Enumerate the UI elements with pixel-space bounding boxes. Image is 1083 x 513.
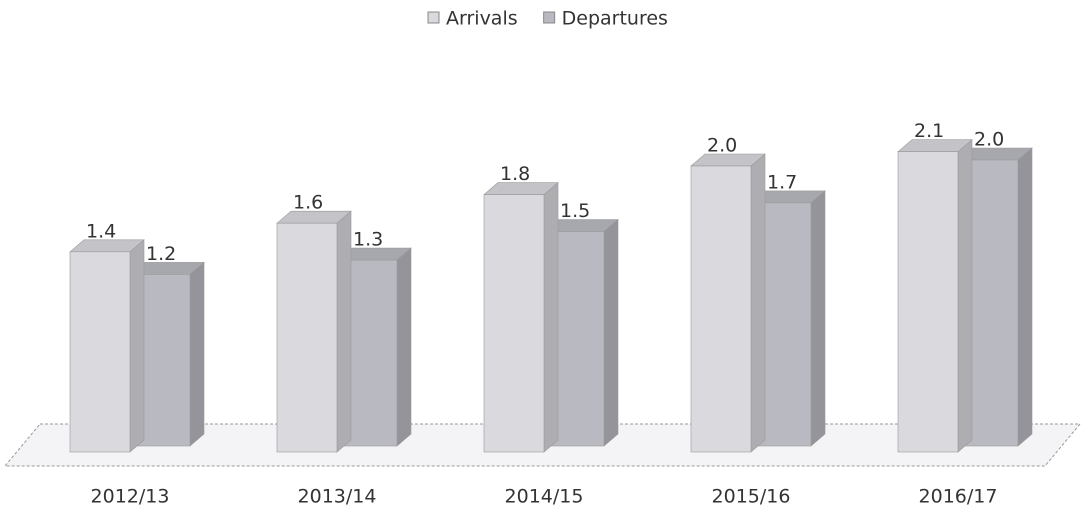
bar <box>276 222 338 453</box>
value-label: 2.1 <box>914 120 944 142</box>
bar-side <box>810 190 826 447</box>
value-label: 2.0 <box>974 129 1004 151</box>
bar-side <box>189 261 205 447</box>
bar-side <box>603 218 619 447</box>
x-tick-label: 2015/16 <box>712 486 791 508</box>
bar <box>483 194 545 453</box>
value-label: 1.3 <box>353 229 383 251</box>
x-tick-label: 2014/15 <box>505 486 584 508</box>
value-label: 1.8 <box>500 163 530 185</box>
legend-label: Departures <box>562 8 668 30</box>
bar <box>690 165 752 453</box>
value-label: 1.7 <box>767 171 797 193</box>
bar-side <box>1017 147 1033 447</box>
bar-side <box>543 181 559 453</box>
bar-side <box>957 139 973 453</box>
bar-side <box>336 210 352 453</box>
x-tick-label: 2016/17 <box>919 486 998 508</box>
bar-side <box>129 239 145 453</box>
value-label: 2.0 <box>707 135 737 157</box>
value-label: 1.5 <box>560 200 590 222</box>
value-label: 1.2 <box>146 243 176 265</box>
bar <box>69 251 131 453</box>
legend-swatch <box>543 11 556 24</box>
bar <box>897 151 959 453</box>
bar-side <box>750 153 766 453</box>
bar-side <box>396 247 412 447</box>
value-label: 1.6 <box>293 192 323 214</box>
x-tick-label: 2013/14 <box>298 486 377 508</box>
value-label: 1.4 <box>86 220 116 242</box>
x-tick-label: 2012/13 <box>91 486 170 508</box>
legend-swatch <box>427 11 440 24</box>
legend-label: Arrivals <box>446 8 518 30</box>
